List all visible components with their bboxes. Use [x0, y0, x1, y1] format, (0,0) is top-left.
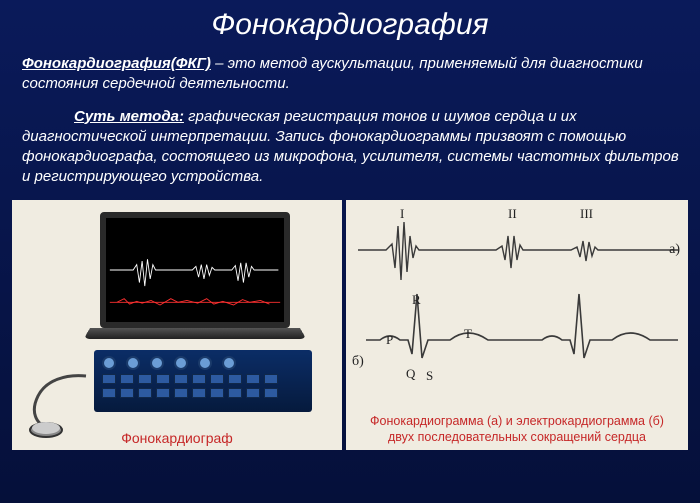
console-button — [192, 388, 206, 398]
caption-line-1: Фонокардиограмма (а) и электрокардиограм… — [370, 414, 664, 428]
console-button — [120, 374, 134, 384]
label-P: P — [386, 332, 393, 348]
knob — [174, 356, 188, 370]
console-button — [120, 388, 134, 398]
laptop-screen — [100, 212, 290, 328]
console-button — [246, 388, 260, 398]
console-button — [192, 374, 206, 384]
console-button — [228, 374, 242, 384]
laptop — [100, 212, 300, 346]
paragraph-definition: Фонокардиография(ФКГ) – это метод аускул… — [0, 54, 700, 95]
label-S: S — [426, 368, 433, 384]
control-console — [94, 350, 312, 412]
console-button — [210, 374, 224, 384]
label-R: R — [412, 292, 421, 308]
waveform-caption: Фонокардиограмма (а) и электрокардиограм… — [346, 414, 688, 445]
waveform-panel: I II III а) б) P Q R S T Фонокардиограмм… — [346, 200, 688, 450]
method-lead: Суть метода: — [74, 108, 184, 125]
label-roman-II: II — [508, 206, 517, 222]
console-button — [174, 388, 188, 398]
definition-term: Фонокардиография(ФКГ) — [22, 55, 211, 72]
console-button — [228, 388, 242, 398]
console-button — [246, 374, 260, 384]
label-Q: Q — [406, 366, 415, 382]
knob — [150, 356, 164, 370]
console-button — [156, 374, 170, 384]
knob — [198, 356, 212, 370]
console-button — [102, 374, 116, 384]
knob — [102, 356, 116, 370]
figure-row: Фонокардиограф I II III а) б) P Q R S T … — [12, 200, 688, 450]
laptop-keyboard — [84, 328, 307, 339]
console-button — [264, 374, 278, 384]
console-button — [102, 388, 116, 398]
knob — [126, 356, 140, 370]
label-b: б) — [352, 354, 364, 370]
screen-waveform — [106, 218, 284, 322]
device-panel: Фонокардиограф — [12, 200, 342, 450]
console-button — [138, 374, 152, 384]
pcg-ecg-chart — [346, 200, 688, 390]
knob — [222, 356, 236, 370]
console-button — [264, 388, 278, 398]
label-roman-III: III — [580, 206, 593, 222]
slide-title: Фонокардиография — [0, 0, 700, 54]
label-a: а) — [669, 242, 680, 258]
label-roman-I: I — [400, 206, 404, 222]
device-caption: Фонокардиограф — [12, 430, 342, 450]
label-T: T — [464, 326, 472, 342]
console-button — [174, 374, 188, 384]
console-button — [138, 388, 152, 398]
caption-line-2: двух последовательных сокращений сердца — [388, 430, 646, 444]
paragraph-method: Суть метода: графическая регистрация тон… — [0, 95, 700, 198]
console-button — [156, 388, 170, 398]
console-button — [210, 388, 224, 398]
